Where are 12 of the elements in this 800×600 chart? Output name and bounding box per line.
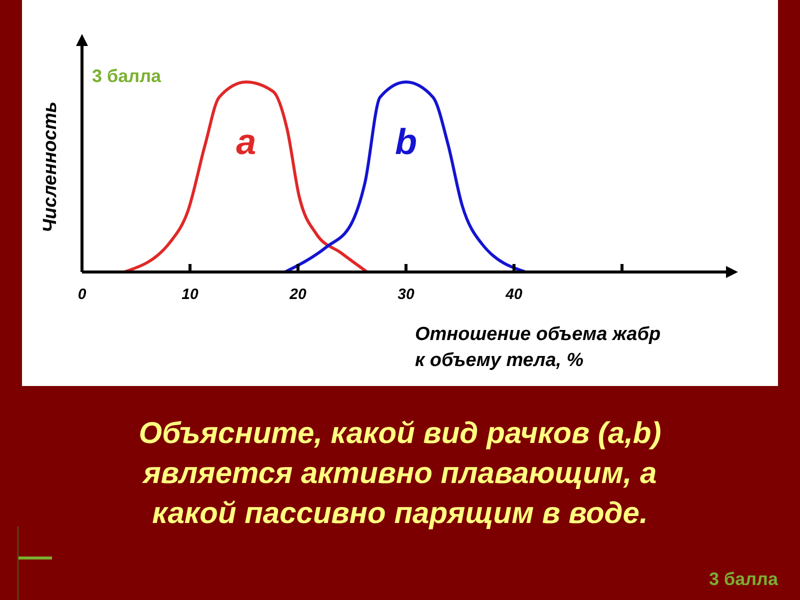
x-tick-label: 30 [398, 286, 415, 303]
annotation: 3 балла [92, 66, 162, 86]
text: 3 балла [708, 569, 779, 589]
series-label: b [395, 121, 417, 162]
text: Объясните, какой вид рачков (a,b) является активно плавающим, а какой пассивно парящим в воде. [138, 417, 662, 530]
y-axis-title: Численность [40, 101, 61, 233]
x-axis-title: Отношение объема жабр к объему тела, % [415, 324, 661, 371]
x-tick-label: 40 [504, 286, 523, 303]
series-label: a [236, 121, 256, 162]
x-tick-label: 20 [288, 286, 307, 303]
x-tick-label: 10 [182, 286, 199, 303]
x-tick-label: 0 [78, 286, 87, 303]
